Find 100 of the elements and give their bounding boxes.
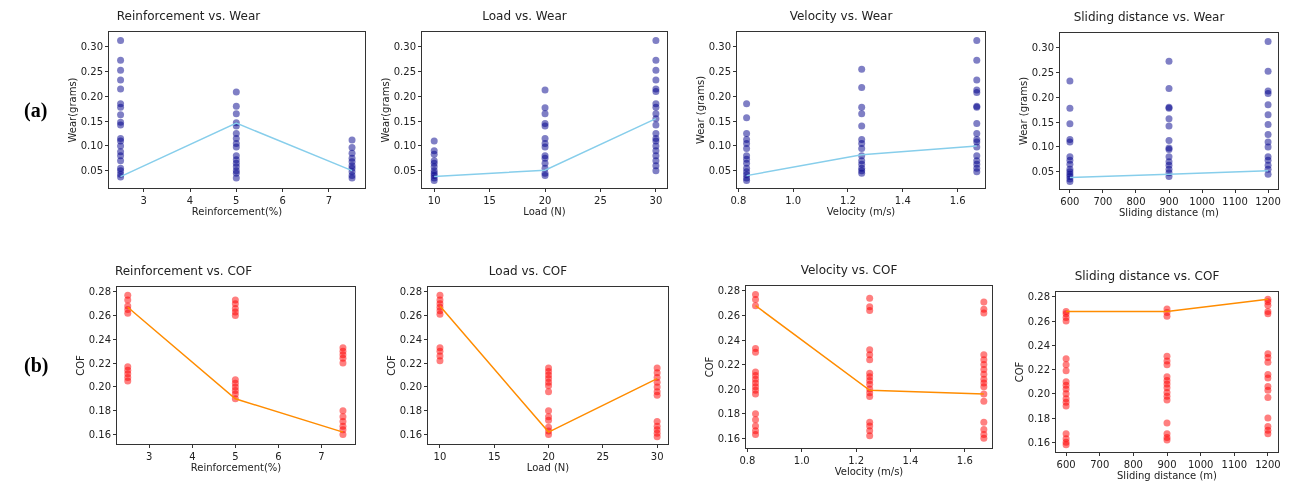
x-axis-title: Velocity (m/s) (834, 466, 904, 477)
point (980, 383, 988, 391)
x-tick-label: 25 (594, 195, 607, 206)
y-tick-label: 0.05 (393, 165, 416, 177)
y-tick-label: 0.20 (1027, 388, 1050, 400)
point (430, 137, 438, 145)
point (973, 120, 981, 128)
point (652, 167, 660, 175)
x-tick-label: 1.6 (949, 195, 966, 206)
x-axis-title: Reinforcement(%) (191, 206, 283, 217)
point (973, 130, 981, 138)
y-tick-label: 0.15 (708, 115, 731, 127)
y-tick-label: 0.15 (1031, 116, 1054, 128)
point (1062, 355, 1070, 363)
chart-title: Load vs. COF (488, 264, 568, 279)
point (117, 36, 125, 44)
point (1163, 396, 1171, 404)
x-tick-label: 15 (483, 195, 496, 206)
y-tick-label: 0.30 (708, 41, 731, 53)
chart-title: Velocity vs. Wear (789, 9, 893, 24)
x-axis-title: Load (N) (526, 462, 570, 473)
x-tick-label: 7 (318, 451, 325, 462)
y-tick-label: 0.18 (88, 405, 111, 417)
x-tick-label: 4 (186, 195, 194, 206)
point (232, 102, 240, 110)
point (980, 418, 988, 426)
point (1264, 393, 1272, 401)
y-tick-label: 0.10 (80, 140, 103, 152)
y-tick-label: 0.28 (717, 285, 740, 297)
point (743, 130, 751, 138)
point (866, 432, 874, 440)
y-tick-label: 0.28 (1027, 291, 1050, 303)
y-tick-label: 0.05 (80, 165, 103, 177)
point (1264, 101, 1272, 109)
point (858, 65, 866, 73)
point (1165, 115, 1173, 123)
point (752, 416, 760, 424)
point (1163, 419, 1171, 427)
point (1264, 374, 1272, 382)
point (752, 296, 760, 303)
point (232, 174, 240, 182)
point (652, 76, 660, 84)
x-tick-label: 1000 (1189, 196, 1215, 207)
y-tick-label: 0.30 (80, 41, 103, 53)
y-tick-label: 0.24 (399, 333, 422, 345)
x-tick-label: 4 (189, 451, 196, 462)
point (652, 66, 660, 74)
x-tick-label: 20 (542, 451, 555, 462)
x-tick-label: 900 (1159, 196, 1179, 207)
y-tick-label: 0.05 (708, 165, 731, 177)
point (348, 143, 356, 151)
x-tick-label: 700 (1093, 196, 1113, 207)
point (348, 136, 356, 144)
x-tick-label: 30 (649, 195, 663, 206)
point (980, 309, 988, 317)
point (339, 359, 347, 367)
point (752, 431, 760, 438)
x-tick-label: 1.0 (793, 455, 810, 466)
y-tick-label: 0.25 (393, 66, 416, 78)
x-tick-label: 5 (232, 451, 239, 462)
x-tick-label: 3 (140, 195, 147, 206)
y-tick-label: 0.10 (1031, 141, 1054, 153)
y-tick-label: 0.18 (1027, 412, 1050, 424)
y-axis-title: COF (1013, 361, 1025, 383)
y-tick-label: 0.28 (399, 286, 422, 298)
point (1264, 131, 1272, 139)
point (1264, 67, 1272, 75)
chart-title: Reinforcement vs. COF (114, 264, 253, 279)
x-tick-label: 0.8 (739, 455, 756, 466)
x-tick-label: 5 (233, 195, 240, 206)
point (1066, 104, 1074, 112)
point (1264, 37, 1272, 45)
x-tick-label: 30 (650, 451, 664, 462)
point (1062, 367, 1070, 375)
y-tick-label: 0.20 (708, 90, 731, 102)
y-tick-label: 0.26 (88, 310, 111, 322)
point (1062, 402, 1070, 410)
x-tick-label: 6 (275, 451, 282, 462)
y-axis-title: Wear(grams) (379, 77, 391, 143)
y-tick-label: 0.30 (393, 41, 416, 53)
point (339, 430, 347, 438)
point (652, 36, 660, 44)
point (117, 142, 125, 150)
point (980, 298, 988, 306)
point (752, 390, 760, 398)
point (743, 114, 751, 122)
y-tick-label: 0.20 (717, 383, 740, 395)
y-tick-label: 0.26 (717, 309, 740, 321)
x-tick-label: 1000 (1187, 459, 1214, 470)
x-axis-title: Reinforcement(%) (190, 462, 282, 473)
x-tick-label: 7 (325, 195, 333, 206)
y-tick-label: 0.10 (393, 140, 416, 152)
y-axis-title: Wear (grams) (1017, 76, 1029, 146)
point (1264, 430, 1272, 438)
x-tick-label: 1100 (1221, 459, 1247, 470)
chart-title: Reinforcement vs. Wear (116, 9, 261, 24)
chart-title: Sliding distance vs. COF (1074, 269, 1220, 284)
y-axis-title: COF (74, 354, 86, 376)
point (973, 36, 981, 44)
chart-title: Sliding distance vs. Wear (1073, 10, 1225, 25)
